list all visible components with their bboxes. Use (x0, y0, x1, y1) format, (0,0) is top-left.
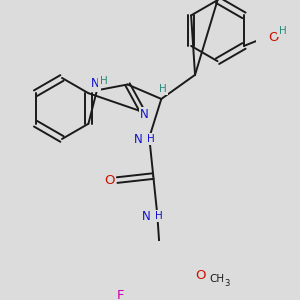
Text: H: H (155, 211, 163, 221)
Text: 3: 3 (224, 279, 230, 288)
Text: N: N (140, 108, 148, 121)
Text: N: N (134, 133, 142, 146)
Text: H: H (100, 76, 107, 85)
Text: H: H (147, 134, 155, 144)
Text: N: N (91, 77, 100, 90)
Text: F: F (117, 289, 124, 300)
Text: CH: CH (209, 274, 225, 284)
Text: O: O (268, 32, 279, 44)
Text: H: H (159, 84, 167, 94)
Text: H: H (278, 26, 286, 37)
Text: O: O (104, 174, 114, 187)
Text: N: N (142, 210, 150, 223)
Text: O: O (195, 269, 206, 282)
